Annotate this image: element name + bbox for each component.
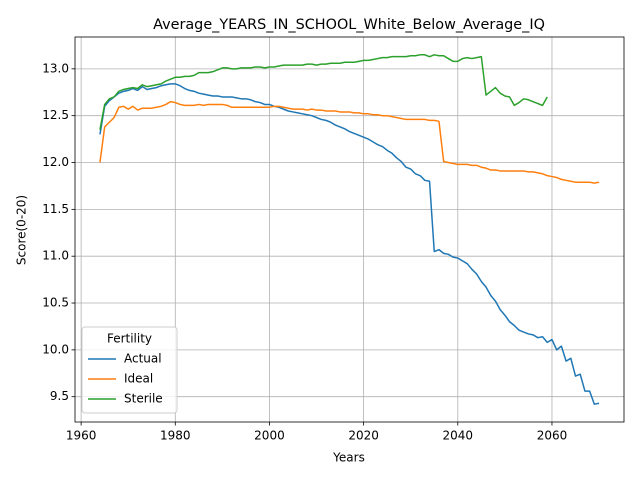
legend-label: Ideal: [124, 372, 153, 386]
x-tick-label: 2020: [348, 429, 379, 443]
chart-title: Average_YEARS_IN_SCHOOL_White_Below_Aver…: [153, 17, 545, 33]
y-tick-label: 9.5: [50, 389, 69, 403]
y-tick-label: 10.0: [42, 342, 69, 356]
x-axis-label: Years: [332, 451, 365, 465]
data-line: [99, 54, 548, 130]
y-tick-label: 13.0: [42, 61, 69, 75]
x-tick-label: 2040: [443, 429, 474, 443]
x-tick-label: 2000: [254, 429, 285, 443]
x-tick-label: 2060: [537, 429, 568, 443]
data-line: [99, 100, 600, 184]
x-tick-label: 1960: [66, 429, 97, 443]
legend-label: Actual: [124, 352, 162, 366]
plot-frame: [74, 36, 625, 423]
legend: Fertility Actual Ideal Sterile: [81, 326, 178, 414]
legend-label: Sterile: [124, 392, 163, 406]
y-axis-label: Score(0-20): [15, 195, 29, 265]
y-tick-label: 10.5: [42, 296, 69, 310]
legend-title: Fertility: [107, 332, 152, 346]
legend-box: [81, 326, 178, 414]
x-tick-label: 1980: [160, 429, 191, 443]
y-tick-label: 11.5: [42, 202, 69, 216]
y-tick-label: 12.0: [42, 155, 69, 169]
y-tick-label: 12.5: [42, 108, 69, 122]
y-tick-label: 11.0: [42, 249, 69, 263]
data-line: [99, 83, 600, 405]
